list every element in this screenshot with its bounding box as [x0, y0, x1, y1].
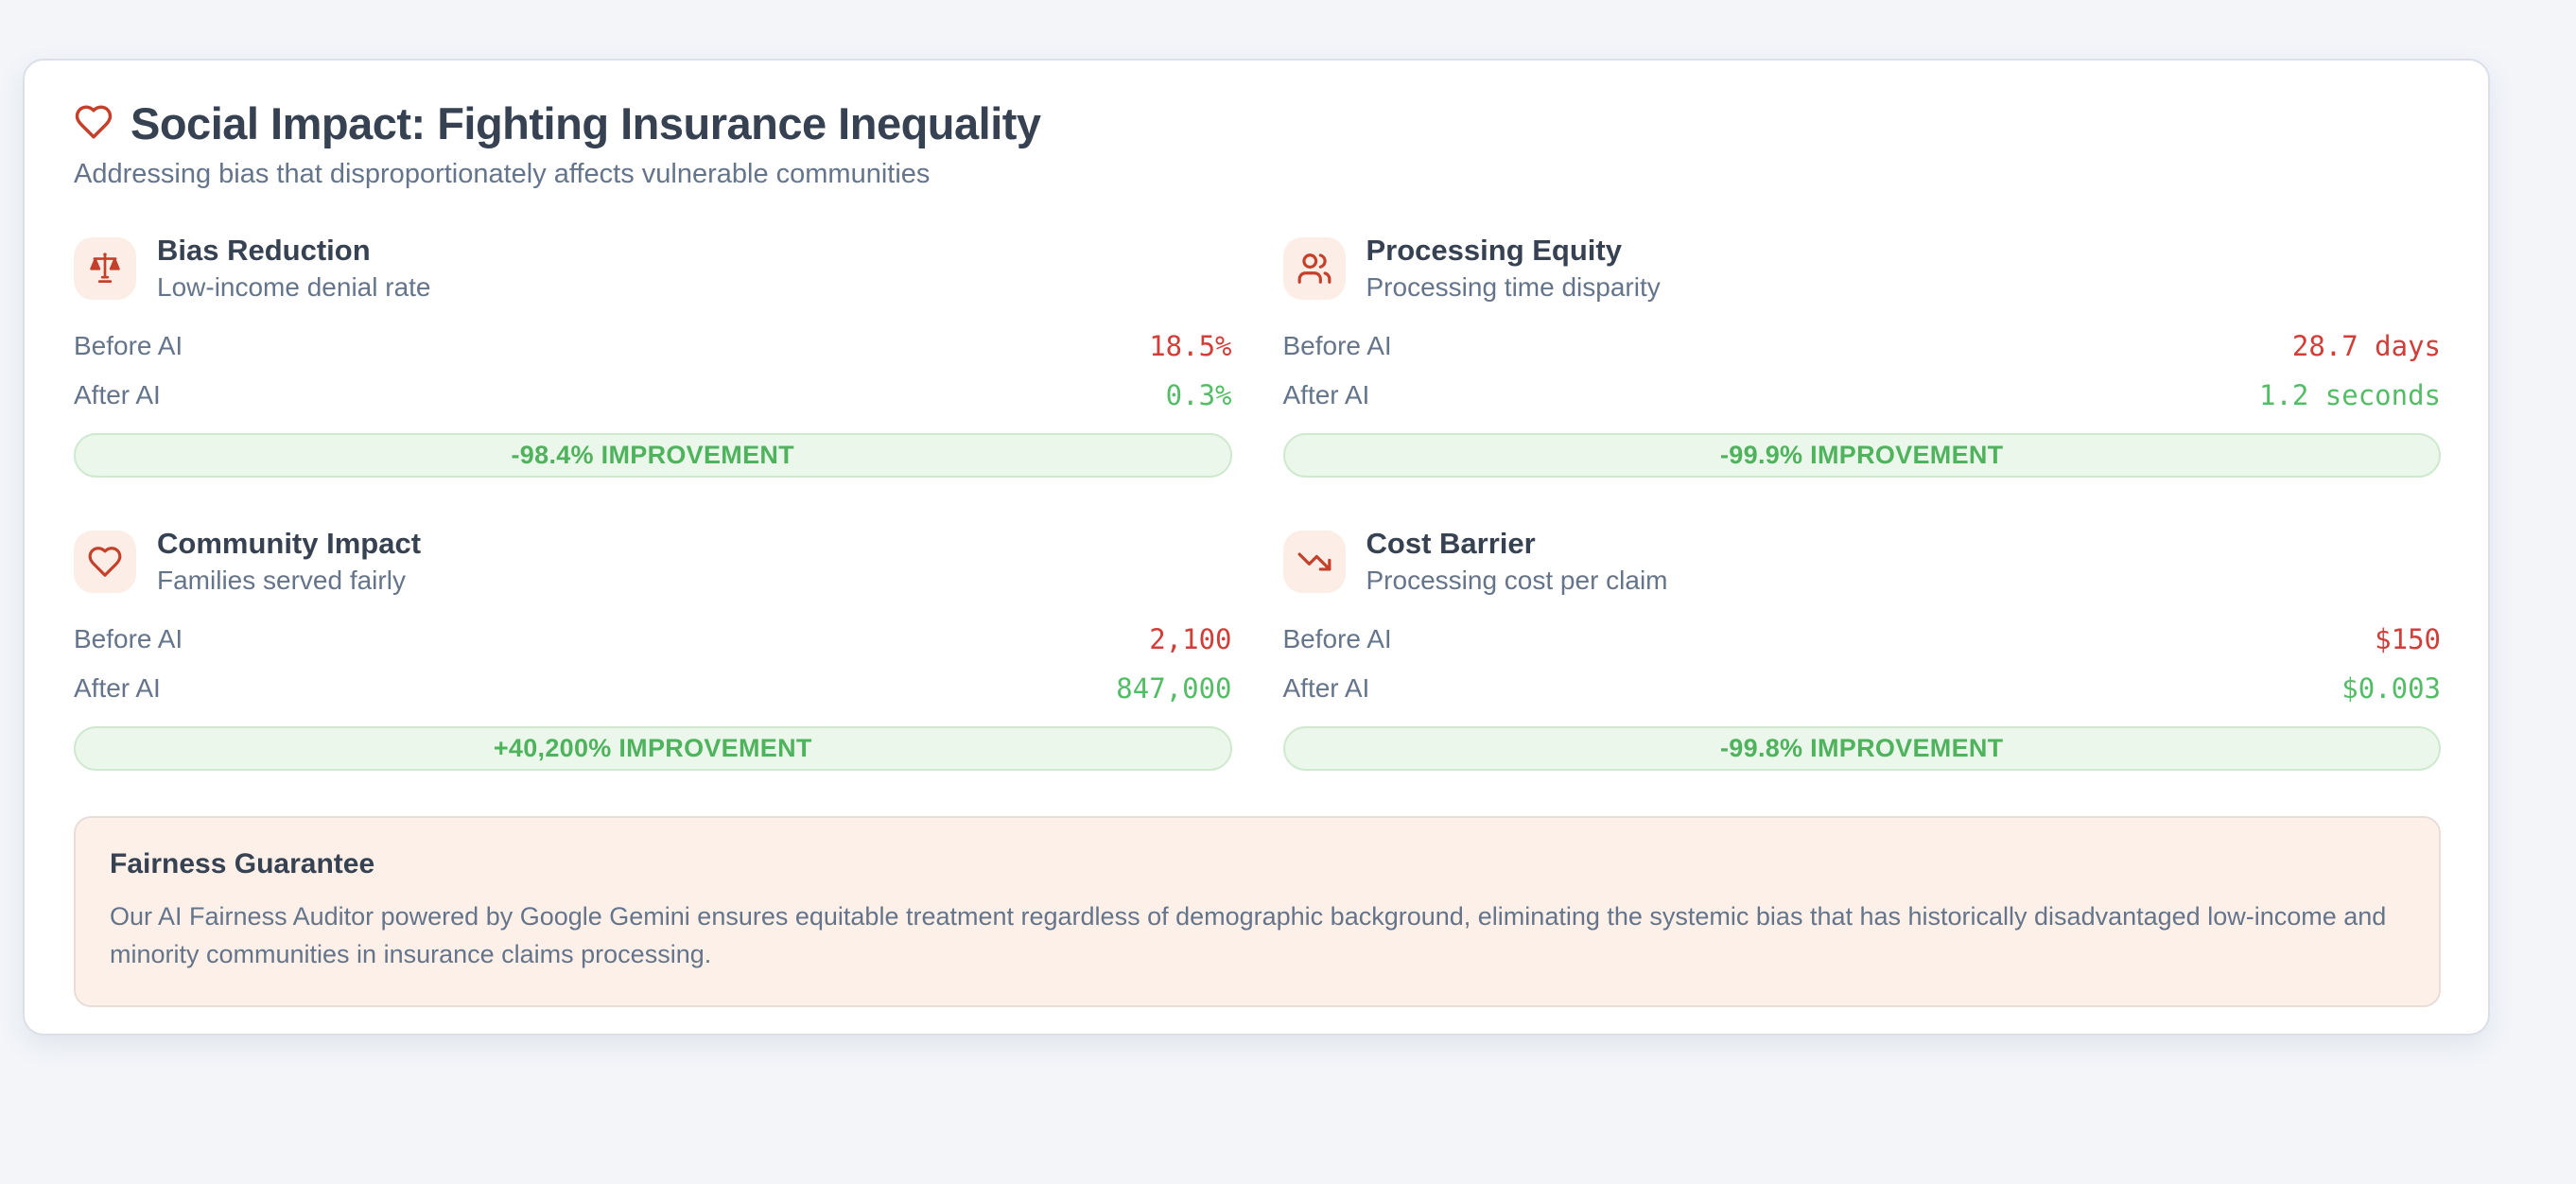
heart-icon [74, 102, 113, 147]
metric-row-after: After AI 847,000 [74, 664, 1232, 713]
metric-header-text: Processing Equity Processing time dispar… [1366, 234, 1661, 303]
metric-row-after: After AI 1.2 seconds [1283, 371, 2442, 420]
before-value: 2,100 [1149, 623, 1232, 655]
metric-subtitle: Low-income denial rate [157, 272, 431, 302]
metric-row-before: Before AI 2,100 [74, 615, 1232, 664]
scales-icon [74, 236, 136, 300]
metric-header: Cost Barrier Processing cost per claim [1282, 527, 2442, 596]
metric-row-before: Before AI $150 [1283, 615, 2442, 664]
metric-header: Processing Equity Processing time dispar… [1282, 234, 2442, 303]
metric-header: Community Impact Families served fairly [74, 527, 1232, 596]
heart-icon [74, 530, 136, 593]
metric-subtitle: Families served fairly [157, 566, 406, 595]
before-label: Before AI [74, 331, 183, 360]
improvement-badge: +40,200% IMPROVEMENT [74, 726, 1232, 771]
metric-row-after: After AI 0.3% [74, 371, 1232, 420]
metric-card-cost-barrier: Cost Barrier Processing cost per claim B… [1282, 527, 2442, 771]
social-impact-card: Social Impact: Fighting Insurance Inequa… [23, 59, 2490, 1036]
metric-subtitle: Processing time disparity [1366, 272, 1661, 302]
metric-row-before: Before AI 18.5% [74, 322, 1232, 371]
metric-card-community-impact: Community Impact Families served fairly … [74, 527, 1232, 771]
metric-header: Bias Reduction Low-income denial rate [74, 234, 1232, 303]
after-value: 0.3% [1165, 379, 1232, 411]
metric-header-text: Bias Reduction Low-income denial rate [157, 234, 431, 303]
before-label: Before AI [1282, 331, 1392, 360]
improvement-badge: -99.9% IMPROVEMENT [1282, 433, 2441, 478]
before-value: 28.7 days [2291, 330, 2441, 362]
before-value: 18.5% [1149, 330, 1232, 362]
after-value: $0.003 [2341, 672, 2441, 705]
metric-title: Community Impact [157, 527, 422, 560]
after-label: After AI [74, 673, 161, 703]
page-title: Social Impact: Fighting Insurance Inequa… [131, 98, 1041, 148]
users-icon [1282, 236, 1346, 300]
metric-rows: Before AI 28.7 days After AI 1.2 seconds [1283, 322, 2442, 420]
fairness-title: Fairness Guarantee [110, 848, 375, 879]
trending-down-icon [1282, 530, 1346, 593]
after-label: After AI [1282, 380, 1370, 409]
before-label: Before AI [74, 624, 183, 653]
after-label: After AI [74, 380, 161, 409]
metric-rows: Before AI 2,100 After AI 847,000 [74, 615, 1232, 713]
improvement-badge: -99.8% IMPROVEMENT [1282, 726, 2441, 771]
metric-rows: Before AI 18.5% After AI 0.3% [74, 322, 1232, 420]
metrics-grid: Bias Reduction Low-income denial rate Be… [74, 234, 2441, 771]
after-value: 1.2 seconds [2258, 379, 2441, 411]
metric-row-after: After AI $0.003 [1283, 664, 2442, 713]
before-label: Before AI [1282, 624, 1392, 653]
metric-card-bias-reduction: Bias Reduction Low-income denial rate Be… [74, 234, 1232, 478]
metric-title: Processing Equity [1366, 234, 1622, 267]
after-label: After AI [1282, 673, 1370, 703]
after-value: 847,000 [1116, 672, 1232, 705]
improvement-badge: -98.4% IMPROVEMENT [74, 433, 1232, 478]
fairness-guarantee-box: Fairness Guarantee Our AI Fairness Audit… [74, 816, 2441, 1007]
metric-subtitle: Processing cost per claim [1366, 566, 1668, 595]
page-header: Social Impact: Fighting Insurance Inequa… [74, 98, 2441, 149]
metric-title: Bias Reduction [157, 234, 371, 267]
fairness-body: Our AI Fairness Auditor powered by Googl… [110, 902, 2387, 968]
metric-row-before: Before AI 28.7 days [1283, 322, 2442, 371]
metric-title: Cost Barrier [1366, 527, 1536, 560]
metric-header-text: Cost Barrier Processing cost per claim [1366, 527, 1668, 596]
metric-card-processing-equity: Processing Equity Processing time dispar… [1282, 234, 2442, 478]
metric-header-text: Community Impact Families served fairly [157, 527, 421, 596]
page-subtitle: Addressing bias that disproportionately … [74, 159, 931, 189]
metric-rows: Before AI $150 After AI $0.003 [1283, 615, 2442, 713]
before-value: $150 [2375, 623, 2441, 655]
